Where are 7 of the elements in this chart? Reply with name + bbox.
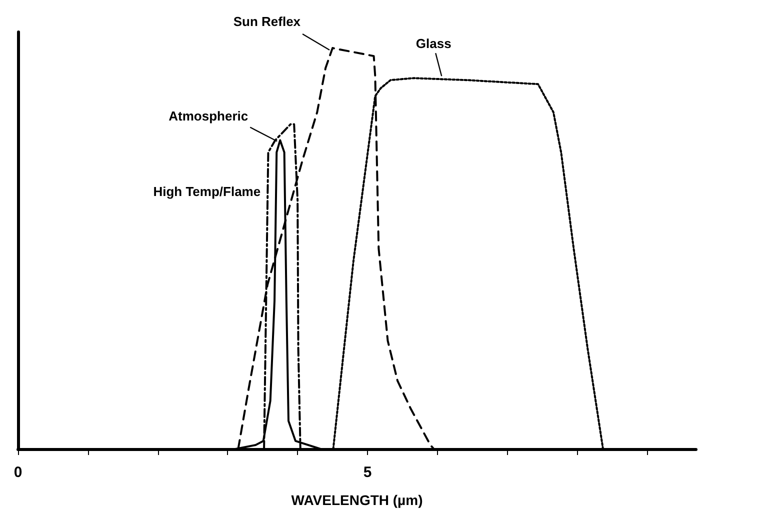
x-axis-title: WAVELENGTH (µm) <box>291 492 423 508</box>
x-tick-label: 0 <box>14 464 22 481</box>
series-label: High Temp/Flame <box>153 184 261 200</box>
text: Atmospheric <box>168 108 248 124</box>
text: Glass <box>416 36 452 52</box>
text: Sun Reflex <box>233 14 302 30</box>
x-tick-label: 5 <box>363 464 372 481</box>
